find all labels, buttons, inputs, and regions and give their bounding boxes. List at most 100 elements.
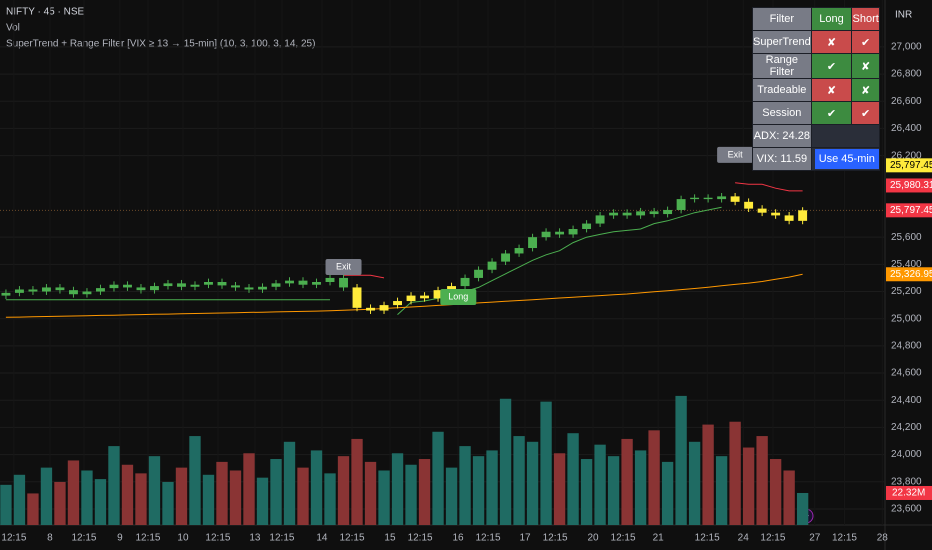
volume-bar bbox=[310, 450, 323, 525]
volume-bar bbox=[580, 459, 593, 525]
volume-bar bbox=[553, 453, 566, 525]
volume-bar bbox=[189, 436, 201, 525]
candle-body bbox=[744, 201, 754, 209]
volume-bar bbox=[175, 467, 188, 525]
volume-bar bbox=[432, 431, 444, 525]
candle-body bbox=[379, 305, 389, 311]
y-tick-label: 27,000 bbox=[891, 42, 922, 53]
volume-bar bbox=[256, 477, 269, 525]
x-tick-label: 21 bbox=[653, 533, 665, 544]
candle-body bbox=[406, 295, 416, 302]
volume-bar bbox=[769, 459, 782, 525]
candle-body bbox=[541, 231, 551, 238]
x-tick-label: 28 bbox=[877, 533, 889, 544]
volume-bar bbox=[121, 464, 134, 525]
x-tick-label: 12:15 bbox=[543, 533, 568, 544]
annotation: Exit bbox=[325, 259, 362, 276]
x-tick-label: 12:15 bbox=[71, 533, 96, 544]
volume-bar bbox=[337, 456, 350, 525]
candle-body bbox=[177, 283, 186, 287]
volume-bar bbox=[27, 493, 39, 525]
table-cell: ✔ bbox=[810, 101, 853, 125]
price-label-box bbox=[886, 158, 932, 173]
y-tick-label: 23,800 bbox=[891, 476, 922, 487]
table-cell-empty bbox=[810, 124, 881, 148]
volume-bar bbox=[40, 467, 53, 525]
x-tick-label: 12:15 bbox=[611, 533, 636, 544]
x-tick-label: 8 bbox=[47, 533, 53, 544]
candle-body bbox=[312, 282, 321, 285]
table-cell: ADX: 24.28 bbox=[752, 124, 812, 148]
x-tick-label: 17 bbox=[519, 533, 531, 544]
price-label: 25,797.45 bbox=[890, 205, 932, 216]
volume-bar bbox=[688, 441, 701, 525]
candle-body bbox=[190, 284, 200, 287]
volume-bar bbox=[202, 474, 215, 525]
volume-bar bbox=[270, 459, 282, 525]
table-cell: ✘ bbox=[810, 78, 853, 102]
candle-body bbox=[501, 253, 511, 262]
candle-body bbox=[55, 287, 65, 291]
x-tick-label: 12:15 bbox=[475, 533, 500, 544]
candle-body bbox=[636, 211, 646, 216]
candle-body bbox=[150, 286, 159, 291]
volume-bar bbox=[297, 467, 309, 525]
table-cell: Session bbox=[752, 101, 812, 125]
volume-label-box bbox=[886, 485, 932, 500]
candle-body bbox=[690, 197, 700, 200]
x-tick-label: 12:15 bbox=[1, 533, 26, 544]
annotation-text: Exit bbox=[728, 149, 744, 159]
x-tick-label: 12:15 bbox=[695, 533, 720, 544]
candle-body bbox=[609, 212, 619, 216]
x-tick-label: 14 bbox=[316, 533, 328, 544]
price-label: 25,326.95 bbox=[890, 269, 932, 280]
candle-body bbox=[676, 199, 686, 210]
volume-bar bbox=[378, 470, 390, 525]
candle-body bbox=[285, 280, 294, 284]
candle-body bbox=[258, 286, 267, 290]
candle-body bbox=[244, 287, 254, 290]
candle-body bbox=[582, 223, 592, 229]
volume-bar bbox=[283, 441, 296, 525]
volume-bar bbox=[364, 461, 377, 525]
x-tick-label: 10 bbox=[177, 533, 189, 544]
volume-bar bbox=[729, 421, 741, 525]
candle-body bbox=[757, 208, 767, 213]
candle-body bbox=[703, 197, 713, 200]
volume-bar bbox=[94, 479, 107, 525]
indicator-line bbox=[343, 182, 803, 279]
candle-body bbox=[41, 287, 51, 292]
volume-bar bbox=[675, 395, 687, 525]
table-cell: Filter bbox=[752, 7, 812, 31]
table-cell: ✔ bbox=[851, 101, 880, 125]
table-row: SuperTrend ✘ ✔ bbox=[752, 30, 880, 54]
candle-body bbox=[136, 287, 146, 291]
volume-bar bbox=[702, 424, 714, 525]
x-tick-label: 16 bbox=[452, 533, 464, 544]
y-tick-label: 25,000 bbox=[891, 313, 922, 324]
y-tick-label: 24,000 bbox=[891, 449, 922, 460]
volume-bar bbox=[324, 473, 336, 525]
volume-bar bbox=[459, 446, 471, 525]
volume-bar bbox=[54, 481, 66, 525]
candle-body bbox=[649, 211, 659, 215]
table-cell: ✘ bbox=[851, 53, 880, 79]
y-tick-label: 25,600 bbox=[891, 232, 922, 243]
volume-bar bbox=[621, 438, 633, 525]
x-tick-label: 27 bbox=[809, 533, 821, 544]
x-tick-label: 12:15 bbox=[340, 533, 365, 544]
x-tick-label: 20 bbox=[587, 533, 599, 544]
price-label: 25,980.31 bbox=[890, 180, 932, 191]
x-tick-label: 12:15 bbox=[269, 533, 294, 544]
table-row: Range Filter ✔ ✘ bbox=[752, 53, 880, 79]
candle-body bbox=[217, 282, 227, 286]
label-layer: 27,000 26,800 26,600 26,400 26,200 25,600 25,4… bbox=[1, 42, 932, 544]
chart-title: NIFTY · 45 · NSE bbox=[6, 7, 84, 18]
table-row: Session ✔ ✔ bbox=[752, 101, 880, 125]
advice-badge: Use 45-min bbox=[814, 149, 879, 169]
x-tick-label: 13 bbox=[249, 533, 261, 544]
y-tick-label: 24,200 bbox=[891, 422, 922, 433]
candle-body bbox=[14, 289, 24, 293]
candle-body bbox=[352, 287, 362, 308]
